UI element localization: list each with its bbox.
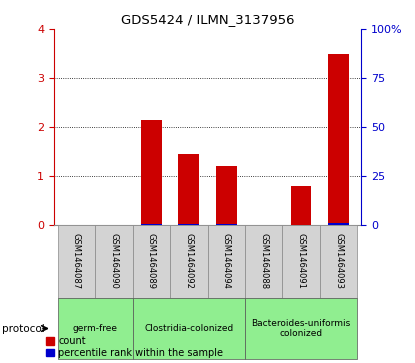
Bar: [328, 53, 349, 225]
Legend: count, percentile rank within the sample: count, percentile rank within the sample: [46, 336, 223, 358]
Bar: [291, 224, 311, 225]
FancyBboxPatch shape: [208, 225, 245, 298]
Text: GSM1464090: GSM1464090: [110, 233, 118, 289]
Text: germ-free: germ-free: [73, 324, 117, 333]
Bar: [291, 186, 311, 225]
FancyBboxPatch shape: [58, 225, 95, 298]
Title: GDS5424 / ILMN_3137956: GDS5424 / ILMN_3137956: [121, 13, 294, 26]
FancyBboxPatch shape: [282, 225, 320, 298]
Text: GSM1464091: GSM1464091: [297, 233, 305, 289]
Bar: [141, 224, 161, 225]
FancyBboxPatch shape: [95, 225, 133, 298]
Bar: [328, 223, 349, 225]
FancyBboxPatch shape: [133, 298, 245, 359]
FancyBboxPatch shape: [320, 225, 357, 298]
FancyBboxPatch shape: [245, 225, 282, 298]
Text: GSM1464089: GSM1464089: [147, 233, 156, 289]
Text: GSM1464092: GSM1464092: [184, 233, 193, 289]
Bar: [178, 154, 199, 225]
Bar: [178, 224, 199, 225]
FancyBboxPatch shape: [245, 298, 357, 359]
Text: GSM1464093: GSM1464093: [334, 233, 343, 289]
Text: Bacteroides-uniformis
colonized: Bacteroides-uniformis colonized: [251, 319, 351, 338]
Text: GSM1464088: GSM1464088: [259, 233, 268, 289]
FancyBboxPatch shape: [58, 298, 133, 359]
Bar: [216, 224, 237, 225]
Text: GSM1464087: GSM1464087: [72, 233, 81, 289]
Text: protocol: protocol: [2, 323, 45, 334]
Bar: [141, 120, 161, 225]
Text: GSM1464094: GSM1464094: [222, 233, 231, 289]
Bar: [216, 166, 237, 225]
Text: Clostridia-colonized: Clostridia-colonized: [144, 324, 233, 333]
FancyBboxPatch shape: [170, 225, 208, 298]
FancyBboxPatch shape: [133, 225, 170, 298]
